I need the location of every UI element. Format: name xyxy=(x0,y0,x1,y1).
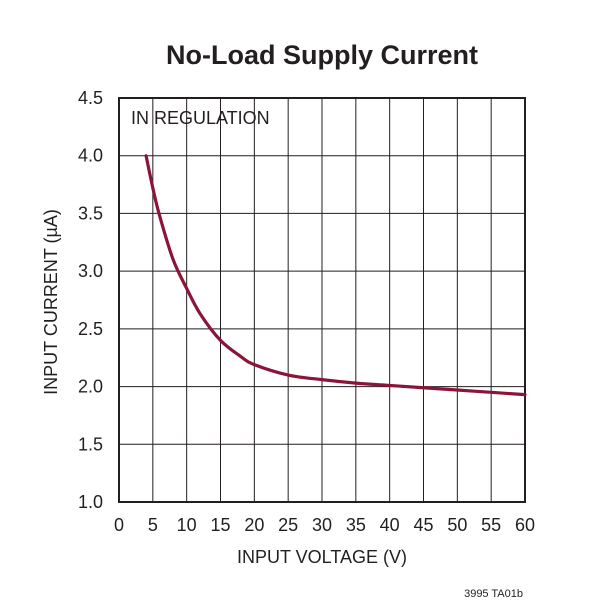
x-tick-label: 60 xyxy=(515,515,535,535)
x-tick-label: 0 xyxy=(114,515,124,535)
y-axis-label: INPUT CURRENT (µA) xyxy=(41,209,61,395)
y-tick-labels: 1.0 1.5 2.0 2.5 3.0 3.5 4.0 4.5 xyxy=(78,88,103,512)
x-tick-label: 55 xyxy=(481,515,501,535)
x-tick-label: 30 xyxy=(312,515,332,535)
x-tick-label: 15 xyxy=(210,515,230,535)
y-tick-label: 3.0 xyxy=(78,261,103,281)
x-axis-label: INPUT VOLTAGE (V) xyxy=(237,547,407,567)
plot-frame xyxy=(118,97,526,503)
x-tick-label: 40 xyxy=(380,515,400,535)
y-tick-label: 4.5 xyxy=(78,88,103,108)
series-group xyxy=(144,154,527,397)
x-tick-label: 50 xyxy=(447,515,467,535)
x-tick-label: 10 xyxy=(177,515,197,535)
x-tick-label: 35 xyxy=(346,515,366,535)
x-tick-label: 25 xyxy=(278,515,298,535)
y-tick-label: 1.0 xyxy=(78,492,103,512)
x-tick-labels: 0 5 10 15 20 25 30 35 40 45 50 55 60 xyxy=(114,515,535,535)
x-tick-label: 20 xyxy=(244,515,264,535)
grid xyxy=(118,97,526,503)
annotation-in-regulation: IN REGULATION xyxy=(131,108,270,128)
chart-title: No-Load Supply Current xyxy=(166,40,478,70)
y-tick-label: 2.0 xyxy=(78,377,103,397)
x-tick-label: 5 xyxy=(148,515,158,535)
y-tick-label: 2.5 xyxy=(78,319,103,339)
y-tick-label: 3.5 xyxy=(78,203,103,223)
figure-id: 3995 TA01b xyxy=(464,588,523,600)
y-tick-label: 1.5 xyxy=(78,434,103,454)
x-tick-label: 45 xyxy=(413,515,433,535)
y-tick-label: 4.0 xyxy=(78,146,103,166)
series-line-input-current xyxy=(144,154,527,397)
